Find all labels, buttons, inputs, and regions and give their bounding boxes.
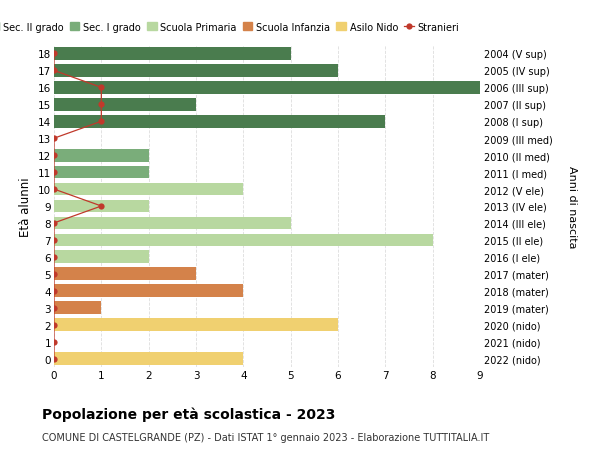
Legend: Sec. II grado, Sec. I grado, Scuola Primaria, Scuola Infanzia, Asilo Nido, Stran: Sec. II grado, Sec. I grado, Scuola Prim… (0, 19, 463, 36)
Bar (54, 302, 101, 314)
Bar (54, 99, 196, 112)
Bar (54, 353, 244, 365)
Text: COMUNE DI CASTELGRANDE (PZ) - Dati ISTAT 1° gennaio 2023 - Elaborazione TUTTITAL: COMUNE DI CASTELGRANDE (PZ) - Dati ISTAT… (42, 432, 489, 442)
Bar (54, 234, 433, 246)
Bar (54, 251, 149, 263)
Bar (54, 65, 338, 78)
Bar (54, 200, 149, 213)
Bar (54, 116, 385, 129)
Text: Popolazione per età scolastica - 2023: Popolazione per età scolastica - 2023 (42, 406, 335, 421)
Y-axis label: Età alunni: Età alunni (19, 177, 32, 236)
Bar (54, 319, 338, 331)
Bar (54, 217, 290, 230)
Bar (54, 82, 480, 95)
Bar (54, 150, 149, 162)
Bar (54, 285, 244, 297)
Bar (54, 183, 244, 196)
Y-axis label: Anni di nascita: Anni di nascita (567, 165, 577, 248)
Bar (54, 48, 290, 61)
Bar (54, 166, 149, 179)
Bar (54, 268, 196, 280)
